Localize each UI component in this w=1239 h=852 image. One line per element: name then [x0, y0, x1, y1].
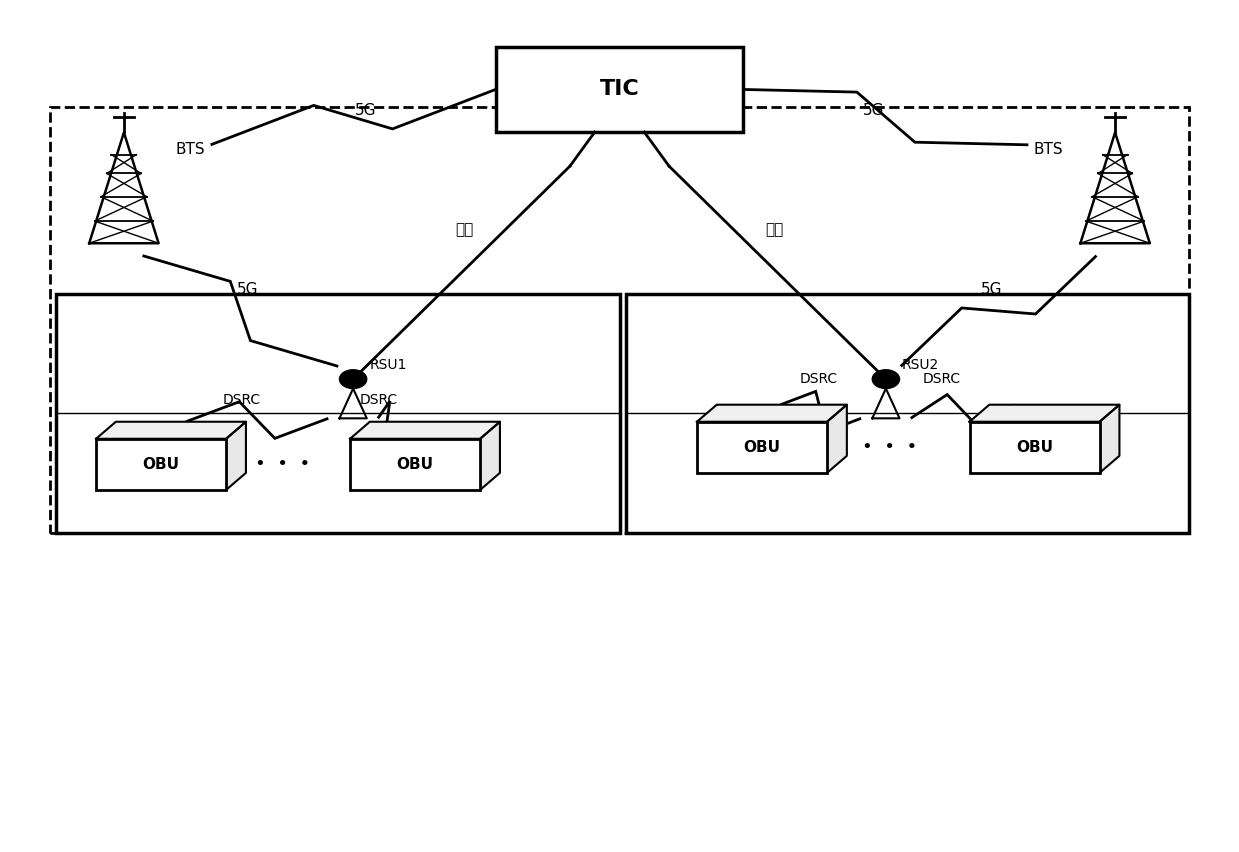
- Text: 5G: 5G: [980, 282, 1002, 297]
- Bar: [56, 294, 620, 532]
- Text: DSRC: DSRC: [923, 372, 961, 386]
- Polygon shape: [225, 422, 245, 490]
- Text: TIC: TIC: [600, 79, 639, 100]
- Text: BTS: BTS: [176, 141, 206, 157]
- Text: 光纤: 光纤: [766, 222, 783, 238]
- Polygon shape: [1100, 405, 1120, 473]
- Text: DSRC: DSRC: [799, 372, 838, 386]
- Text: •  •  •: • • •: [862, 438, 917, 457]
- Text: RSU2: RSU2: [902, 359, 939, 372]
- Bar: [969, 422, 1100, 473]
- Text: OBU: OBU: [743, 440, 781, 455]
- Polygon shape: [828, 405, 847, 473]
- Polygon shape: [351, 422, 501, 439]
- Circle shape: [872, 370, 900, 389]
- Text: 光纤: 光纤: [456, 222, 473, 238]
- Bar: [626, 294, 1189, 532]
- Text: RSU1: RSU1: [369, 359, 406, 372]
- Text: OBU: OBU: [1016, 440, 1053, 455]
- Text: BTS: BTS: [1033, 141, 1063, 157]
- Text: OBU: OBU: [142, 457, 180, 472]
- Text: 5G: 5G: [862, 103, 885, 118]
- Polygon shape: [696, 405, 847, 422]
- Bar: [351, 439, 481, 490]
- Text: DSRC: DSRC: [223, 394, 261, 407]
- Text: 5G: 5G: [237, 282, 259, 297]
- Polygon shape: [97, 422, 245, 439]
- Bar: [50, 106, 1189, 532]
- Bar: [97, 439, 225, 490]
- Bar: [696, 422, 828, 473]
- Text: DSRC: DSRC: [359, 394, 398, 407]
- Text: •  •  •: • • •: [255, 455, 310, 474]
- Text: 5G: 5G: [354, 103, 377, 118]
- Polygon shape: [481, 422, 501, 490]
- Polygon shape: [969, 405, 1120, 422]
- Bar: [496, 47, 743, 132]
- Text: OBU: OBU: [396, 457, 434, 472]
- Circle shape: [339, 370, 367, 389]
